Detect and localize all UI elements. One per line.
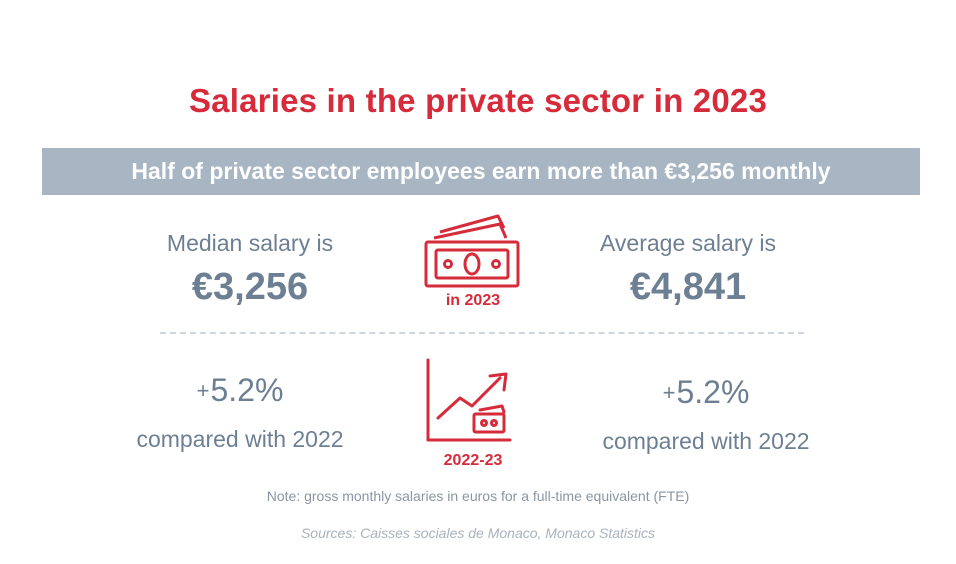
- average-salary-label: Average salary is: [600, 230, 776, 256]
- median-salary-label: Median salary is: [166, 230, 334, 256]
- money-icon-caption: in 2023: [445, 292, 501, 309]
- median-salary-value: €3,256: [191, 266, 309, 308]
- section-divider: [160, 332, 804, 334]
- median-change-value: 5.2%: [210, 372, 284, 408]
- footnote: Note: gross monthly salaries in euros fo…: [266, 488, 690, 504]
- average-change: +5.2%: [596, 374, 816, 411]
- trend-chart-icon: [426, 358, 512, 442]
- median-change: +5.2%: [130, 372, 350, 409]
- trend-icon-caption: 2022-23: [443, 452, 503, 469]
- source-credit: Sources: Caisses sociales de Monaco, Mon…: [300, 525, 656, 541]
- median-change-label: compared with 2022: [136, 426, 344, 452]
- page-title: Salaries in the private sector in 2023: [188, 82, 768, 119]
- headline-banner-text: Half of private sector employees earn mo…: [131, 158, 831, 184]
- average-change-sign: +: [662, 380, 676, 405]
- average-change-label: compared with 2022: [602, 428, 810, 454]
- headline-banner: Half of private sector employees earn mo…: [42, 148, 920, 195]
- banknotes-icon: [424, 214, 520, 288]
- average-change-value: 5.2%: [676, 374, 750, 410]
- average-salary-value: €4,841: [629, 266, 747, 308]
- median-change-sign: +: [196, 378, 210, 403]
